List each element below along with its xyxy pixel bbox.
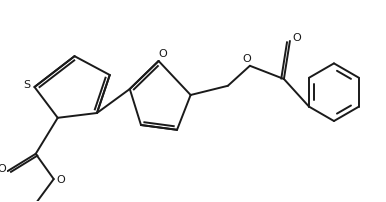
Text: S: S [24,80,31,90]
Text: O: O [56,175,65,185]
Text: O: O [0,164,6,174]
Text: O: O [158,49,167,59]
Text: O: O [242,54,251,64]
Text: O: O [293,33,301,43]
